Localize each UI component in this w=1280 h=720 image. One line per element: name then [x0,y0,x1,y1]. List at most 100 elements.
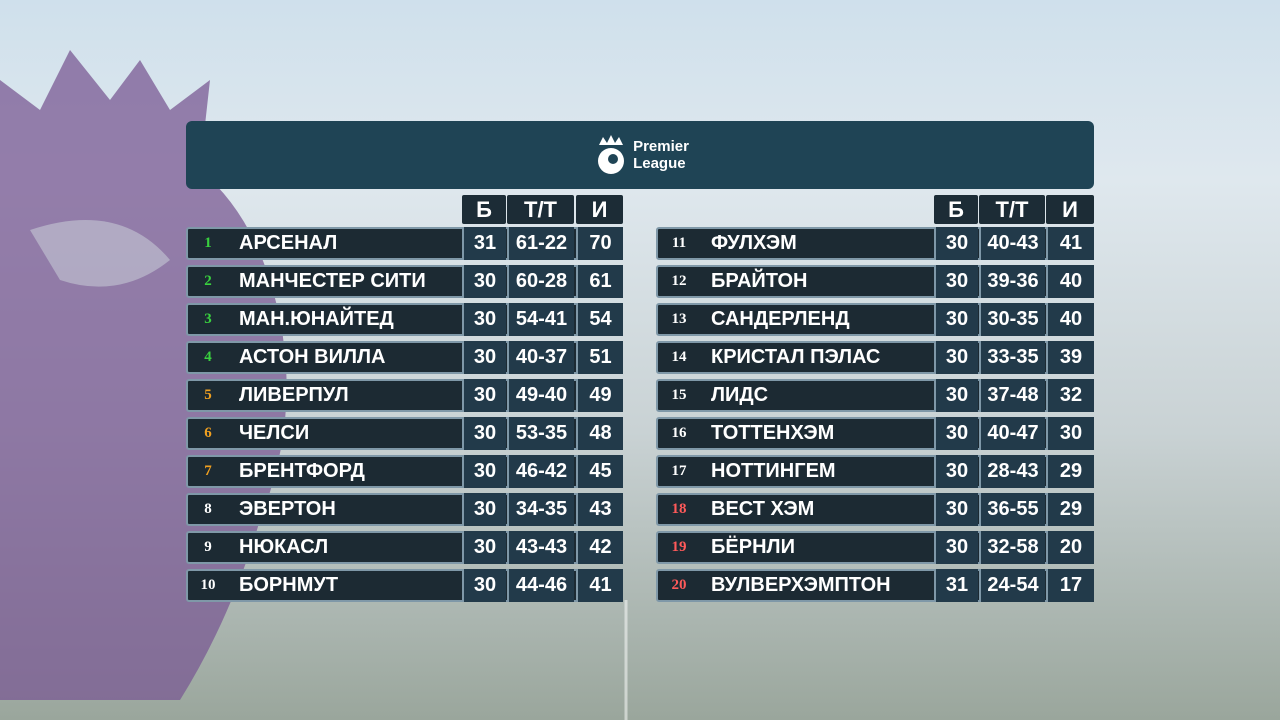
stat-points: 29 [1046,493,1094,526]
team-name: БОРНМУТ [239,574,339,596]
team-name: НОТТИНГЕМ [711,460,836,482]
position: 15 [671,387,687,403]
team-name: МАНЧЕСТЕР СИТИ [239,270,426,292]
stat-played: 30 [462,455,506,488]
stat-played: 30 [462,569,506,602]
position: 18 [671,501,687,517]
stat-played: 30 [934,417,978,450]
stat-played: 30 [462,531,506,564]
stat-played: 30 [462,265,506,298]
position: 17 [671,463,687,479]
column-header: И [1046,195,1094,224]
team-name: ЧЕЛСИ [239,422,310,444]
stat-goals: 46-42 [507,455,574,488]
stat-points: 45 [576,455,623,488]
stat-goals: 28-43 [979,455,1045,488]
team-name: КРИСТАЛ ПЭЛАС [711,346,881,368]
team-name: ВУЛВЕРХЭМПТОН [711,574,891,596]
stat-points: 40 [1046,265,1094,298]
stat-points: 40 [1046,303,1094,336]
stat-goals: 37-48 [979,379,1045,412]
team-name: МАН.ЮНАЙТЕД [239,308,394,330]
position: 2 [204,273,212,289]
stat-goals: 36-55 [979,493,1045,526]
position: 9 [204,539,212,555]
stat-goals: 24-54 [979,569,1045,602]
stat-goals: 53-35 [507,417,574,450]
stat-played: 30 [462,379,506,412]
stat-points: 29 [1046,455,1094,488]
stat-points: 39 [1046,341,1094,374]
stat-played: 30 [462,493,506,526]
stat-points: 41 [1046,227,1094,260]
lion-detail [30,220,170,287]
stat-goals: 33-35 [979,341,1045,374]
logo-line: Premier [633,138,689,155]
stat-points: 20 [1046,531,1094,564]
stat-played: 30 [934,531,978,564]
logo-line: League [633,155,686,172]
header-bar: Premier League [186,121,1094,189]
team-name: ЛИВЕРПУЛ [239,384,349,406]
position: 20 [671,577,687,593]
stat-goals: 54-41 [507,303,574,336]
stat-points: 32 [1046,379,1094,412]
position: 14 [671,349,687,365]
stat-goals: 49-40 [507,379,574,412]
stat-points: 42 [576,531,623,564]
stat-played: 30 [462,303,506,336]
stat-played: 30 [934,303,978,336]
team-name: ВЕСТ ХЭМ [711,498,815,520]
stat-goals: 43-43 [507,531,574,564]
stat-goals: 32-58 [979,531,1045,564]
stat-goals: 61-22 [507,227,574,260]
team-name: САНДЕРЛЕНД [711,308,850,330]
stat-points: 54 [576,303,623,336]
league-logo-text: Premier League [633,138,689,172]
position: 16 [671,425,687,441]
stat-points: 43 [576,493,623,526]
column-header: Т/Т [507,195,574,224]
team-name: ЭВЕРТОН [239,498,336,520]
stat-goals: 40-37 [507,341,574,374]
team-name: ФУЛХЭМ [711,232,797,254]
stat-goals: 40-43 [979,227,1045,260]
stat-played: 30 [462,341,506,374]
stat-points: 70 [576,227,623,260]
stat-played: 30 [462,417,506,450]
position: 6 [204,425,212,441]
team-name: НЮКАСЛ [239,536,329,558]
position: 10 [200,577,216,593]
position: 8 [204,501,212,517]
stat-points: 61 [576,265,623,298]
position: 5 [204,387,212,403]
position: 1 [204,235,212,251]
column-header: Б [934,195,978,224]
stat-goals: 44-46 [507,569,574,602]
stat-goals: 34-35 [507,493,574,526]
position: 7 [204,463,212,479]
position: 13 [671,311,687,327]
team-name: АСТОН ВИЛЛА [239,346,386,368]
stat-points: 17 [1046,569,1094,602]
team-name: АРСЕНАЛ [239,232,338,254]
stat-points: 30 [1046,417,1094,450]
team-name: ЛИДС [711,384,769,406]
stat-goals: 30-35 [979,303,1045,336]
team-name: БЁРНЛИ [711,536,795,558]
team-name: ТОТТЕНХЭМ [711,422,835,444]
column-header: И [576,195,623,224]
position: 4 [204,349,212,365]
stat-played: 30 [934,379,978,412]
position: 11 [671,235,687,251]
stat-played: 30 [934,455,978,488]
stat-points: 41 [576,569,623,602]
stat-played: 30 [934,341,978,374]
column-header: Т/Т [979,195,1045,224]
stat-goals: 39-36 [979,265,1045,298]
stat-goals: 40-47 [979,417,1045,450]
stat-points: 48 [576,417,623,450]
stat-played: 30 [934,265,978,298]
position: 12 [671,273,687,289]
